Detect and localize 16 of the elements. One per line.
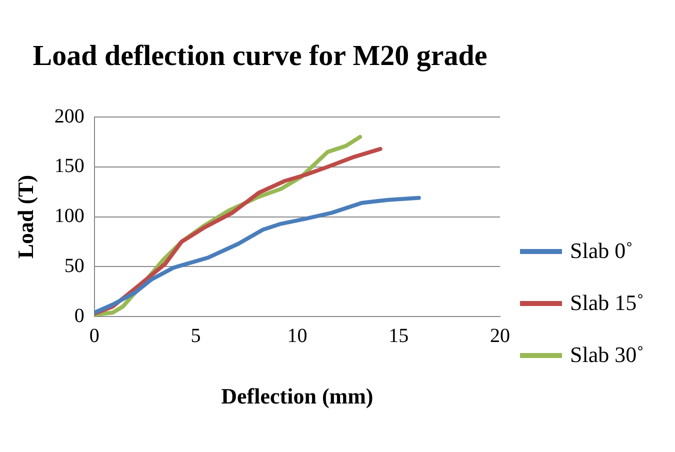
x-axis-title: Deflection (mm) [221, 383, 374, 408]
x-tick-label: 0 [89, 324, 100, 347]
y-axis-title: Load (T) [12, 174, 38, 259]
legend-label: Slab 15˚ [570, 290, 644, 316]
y-tick-label: 150 [54, 155, 84, 178]
y-tick-label: 200 [54, 105, 84, 128]
y-tick-label: 100 [54, 205, 84, 228]
x-tick-label: 20 [490, 324, 510, 347]
x-tick-label: 5 [190, 324, 201, 347]
chart-title: Load deflection curve for M20 grade [32, 40, 488, 73]
x-tick-label: 10 [287, 324, 308, 347]
legend-label: Slab 0˚ [570, 238, 633, 264]
x-tick-label: 15 [388, 324, 409, 347]
y-tick-label: 50 [64, 254, 84, 277]
y-tick-label: 0 [74, 304, 84, 327]
legend-label: Slab 30˚ [570, 342, 644, 368]
